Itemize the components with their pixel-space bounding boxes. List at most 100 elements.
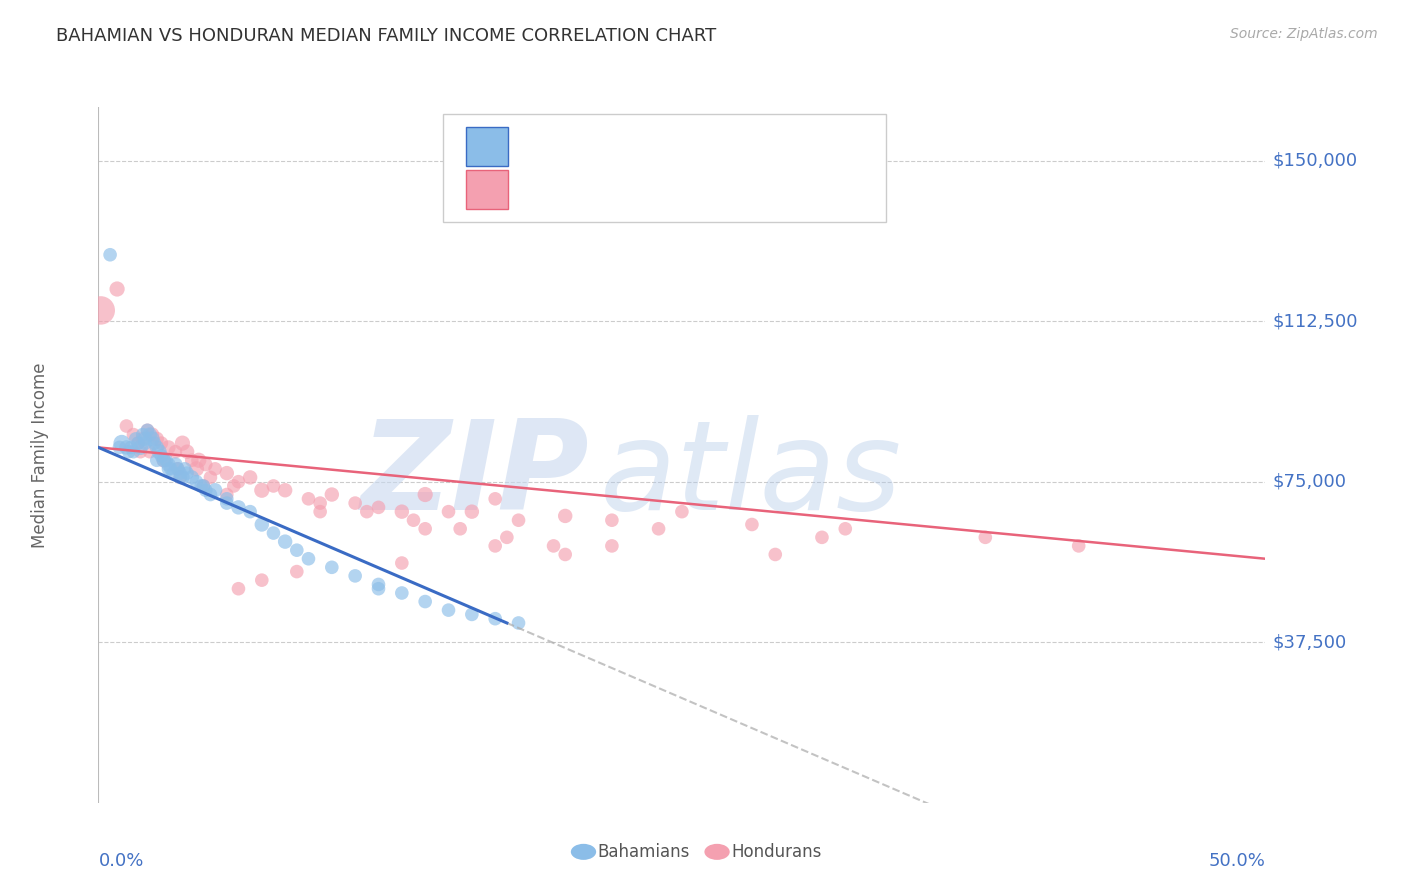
Point: [262, 479, 284, 493]
Point: [763, 548, 786, 562]
Point: [127, 436, 149, 450]
Point: [172, 436, 194, 450]
Point: [402, 513, 425, 527]
Point: [105, 282, 128, 296]
Point: [274, 534, 297, 549]
Point: [180, 470, 202, 484]
Point: [495, 530, 517, 544]
Point: [118, 444, 141, 458]
Text: $37,500: $37,500: [1272, 633, 1347, 651]
Point: [141, 432, 163, 446]
Text: N = 60: N = 60: [679, 135, 747, 153]
Text: N = 69: N = 69: [679, 181, 747, 200]
Point: [150, 436, 173, 450]
Point: [200, 470, 222, 484]
Point: [367, 500, 389, 515]
Point: [811, 530, 834, 544]
Text: Median Family Income: Median Family Income: [31, 362, 49, 548]
Text: R = -0.422: R = -0.422: [527, 135, 624, 153]
Point: [215, 487, 238, 501]
Point: [215, 491, 238, 506]
Text: 0.0%: 0.0%: [98, 852, 143, 870]
Point: [194, 458, 217, 472]
Point: [484, 612, 506, 626]
Point: [834, 522, 856, 536]
Point: [228, 475, 250, 489]
Point: [111, 436, 134, 450]
Point: [285, 565, 308, 579]
Point: [484, 539, 506, 553]
Point: [155, 453, 177, 467]
Point: [90, 303, 112, 318]
Point: [974, 530, 997, 544]
Point: [321, 487, 343, 501]
Point: [148, 444, 170, 458]
Point: [169, 466, 191, 480]
Point: [239, 505, 262, 519]
Point: [134, 432, 156, 446]
Point: [108, 441, 131, 455]
Point: [157, 441, 180, 455]
Point: [262, 526, 284, 541]
Point: [125, 432, 148, 446]
Point: [274, 483, 297, 498]
Point: [166, 462, 188, 476]
Point: [165, 444, 187, 458]
Point: [647, 522, 669, 536]
Point: [139, 444, 162, 458]
Point: [169, 470, 191, 484]
Text: 50.0%: 50.0%: [1209, 852, 1265, 870]
Point: [239, 470, 262, 484]
Point: [344, 496, 367, 510]
Point: [344, 569, 367, 583]
Point: [173, 462, 195, 476]
Point: [200, 487, 222, 501]
Point: [204, 483, 226, 498]
Point: [146, 441, 169, 455]
Point: [600, 539, 623, 553]
Point: [146, 432, 169, 446]
Point: [132, 427, 155, 442]
Point: [136, 423, 159, 437]
Text: Source: ZipAtlas.com: Source: ZipAtlas.com: [1230, 27, 1378, 41]
Point: [134, 436, 156, 450]
Point: [391, 505, 413, 519]
Point: [413, 594, 436, 608]
Point: [132, 432, 155, 446]
Point: [449, 522, 471, 536]
Point: [172, 470, 194, 484]
Point: [187, 453, 209, 467]
Point: [285, 543, 308, 558]
Point: [367, 582, 389, 596]
FancyBboxPatch shape: [465, 127, 508, 166]
Text: Hondurans: Hondurans: [731, 843, 821, 861]
Point: [297, 551, 319, 566]
Point: [250, 573, 273, 587]
Point: [309, 496, 332, 510]
Point: [152, 453, 174, 467]
Point: [543, 539, 565, 553]
Point: [413, 487, 436, 501]
Point: [180, 453, 202, 467]
FancyBboxPatch shape: [443, 114, 886, 222]
Text: ZIP: ZIP: [360, 416, 589, 536]
Point: [122, 444, 145, 458]
Point: [169, 470, 191, 484]
Text: $112,500: $112,500: [1272, 312, 1358, 330]
Text: $75,000: $75,000: [1272, 473, 1347, 491]
Point: [356, 505, 378, 519]
Point: [309, 505, 332, 519]
Point: [176, 444, 198, 458]
Text: $150,000: $150,000: [1272, 152, 1358, 169]
Point: [157, 458, 180, 472]
Point: [461, 505, 484, 519]
Point: [150, 449, 173, 463]
Point: [98, 248, 121, 262]
Point: [166, 462, 188, 476]
Point: [391, 586, 413, 600]
Point: [139, 427, 162, 442]
Text: Bahamians: Bahamians: [598, 843, 690, 861]
Point: [321, 560, 343, 574]
Point: [115, 419, 138, 434]
Point: [129, 444, 152, 458]
